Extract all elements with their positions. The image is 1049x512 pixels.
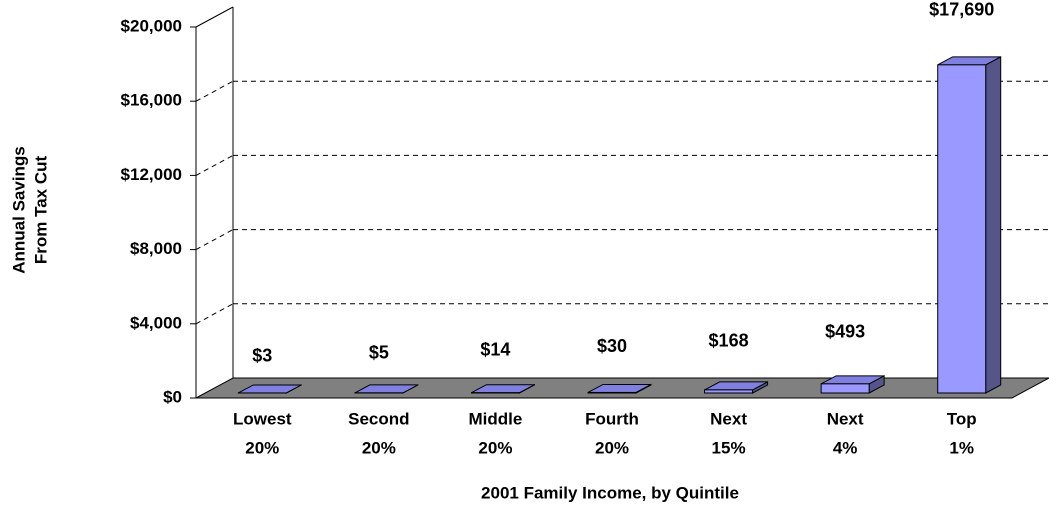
value-label: $14 — [480, 339, 510, 359]
bar — [704, 389, 754, 394]
y-axis-title: Annual Savings — [9, 146, 28, 274]
value-label: $5 — [369, 343, 389, 363]
value-label: $168 — [709, 331, 749, 351]
y-tick-label: $16,000 — [121, 91, 182, 110]
x-tick-label: Next — [827, 409, 864, 428]
x-tick-label: 4% — [833, 438, 858, 457]
x-tick-label: Middle — [469, 409, 523, 428]
y-tick-label: $20,000 — [121, 16, 182, 35]
value-label: $17,690 — [929, 0, 994, 20]
x-tick-label: 15% — [712, 438, 746, 457]
bar — [820, 383, 870, 394]
x-tick-label: 1% — [949, 438, 974, 457]
grid-line — [195, 303, 234, 325]
grid-line — [195, 154, 234, 176]
value-label: $30 — [597, 336, 627, 356]
x-tick-label: 20% — [595, 438, 629, 457]
x-tick-label: Top — [947, 409, 977, 428]
y-tick-label: $8,000 — [130, 239, 182, 258]
x-axis-title: 2001 Family Income, by Quintile — [481, 483, 739, 502]
x-tick-label: Second — [348, 409, 409, 428]
y-tick-label: $0 — [163, 387, 182, 406]
grid-line — [195, 80, 234, 102]
value-label: $3 — [252, 346, 272, 366]
grid-line — [195, 229, 234, 251]
bar-side — [985, 56, 1002, 394]
y-axis-title: From Tax Cut — [31, 156, 50, 265]
x-tick-label: Lowest — [233, 409, 292, 428]
y-tick-label: $12,000 — [121, 165, 182, 184]
value-label: $493 — [825, 322, 865, 342]
bar — [587, 391, 637, 394]
wall-edge — [195, 6, 234, 28]
bar — [937, 64, 987, 394]
x-tick-label: 20% — [245, 438, 279, 457]
x-tick-label: 20% — [478, 438, 512, 457]
x-tick-label: 20% — [362, 438, 396, 457]
x-tick-label: Next — [710, 409, 747, 428]
x-tick-label: Fourth — [585, 409, 639, 428]
y-tick-label: $4,000 — [130, 313, 182, 332]
